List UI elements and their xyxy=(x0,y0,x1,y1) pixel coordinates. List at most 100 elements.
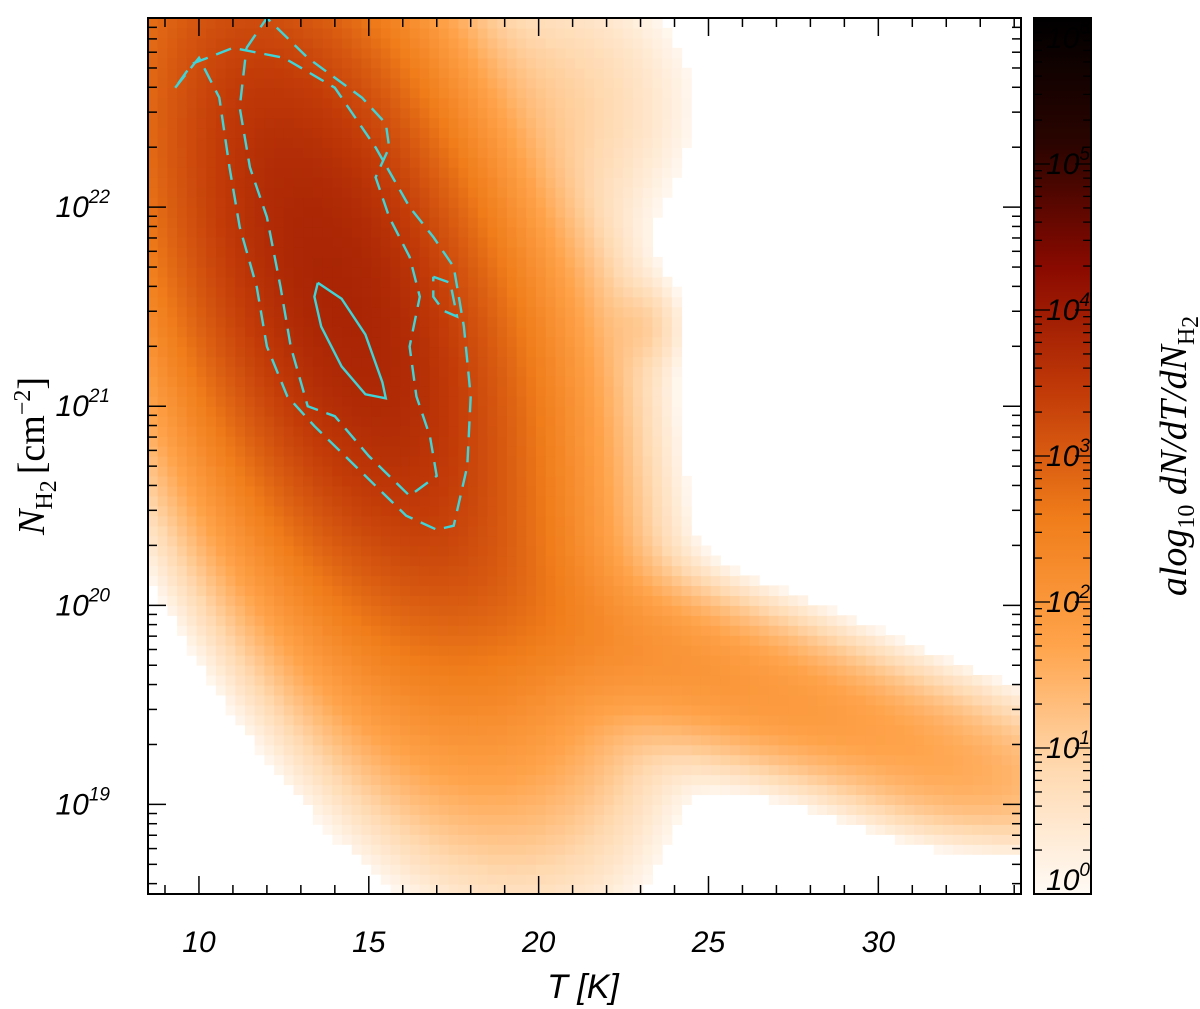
heatmap-cell xyxy=(400,177,411,188)
heatmap-cell xyxy=(487,77,498,89)
heatmap-cell xyxy=(235,525,246,537)
heatmap-cell xyxy=(371,724,382,736)
heatmap-cell xyxy=(351,67,362,79)
heatmap-cell xyxy=(419,525,430,537)
heatmap-cell xyxy=(516,814,527,825)
heatmap-cell xyxy=(652,197,663,208)
heatmap-cell xyxy=(584,615,595,626)
heatmap-cell xyxy=(720,595,731,606)
heatmap-cell xyxy=(691,694,702,706)
heatmap-cell xyxy=(642,834,653,845)
heatmap-cell xyxy=(186,306,198,318)
heatmap-cell xyxy=(477,714,489,726)
heatmap-cell xyxy=(186,535,198,547)
heatmap-cell xyxy=(439,157,450,168)
heatmap-cell xyxy=(439,336,450,348)
heatmap-cell xyxy=(710,655,721,666)
heatmap-cell xyxy=(768,675,780,686)
heatmap-cell xyxy=(390,505,401,517)
heatmap-cell xyxy=(371,346,382,358)
heatmap-cell xyxy=(235,197,246,208)
heatmap-cell xyxy=(157,416,168,427)
heatmap-cell xyxy=(671,326,683,338)
heatmap-cell xyxy=(700,595,712,606)
heatmap-cell xyxy=(342,137,353,148)
heatmap-cell xyxy=(506,256,518,268)
heatmap-cell xyxy=(400,207,411,218)
heatmap-cell xyxy=(322,326,333,338)
heatmap-cell xyxy=(865,794,877,805)
heatmap-cell xyxy=(254,505,265,517)
heatmap-cell xyxy=(710,694,721,706)
heatmap-cell xyxy=(574,306,586,318)
heatmap-cell xyxy=(157,585,168,596)
heatmap-cell xyxy=(332,276,343,288)
heatmap-cell xyxy=(409,794,421,805)
heatmap-cell xyxy=(215,615,227,626)
heatmap-cell xyxy=(274,137,285,148)
heatmap-cell xyxy=(177,47,188,59)
heatmap-cell xyxy=(245,296,256,308)
heatmap-cell xyxy=(545,754,556,766)
heatmap-cell xyxy=(322,744,333,756)
heatmap-cell xyxy=(788,714,799,726)
heatmap-cell xyxy=(623,465,634,477)
heatmap-cell xyxy=(671,77,683,89)
heatmap-cell xyxy=(526,764,537,776)
heatmap-cell xyxy=(245,147,256,158)
heatmap-cell xyxy=(613,276,624,288)
heatmap-cell xyxy=(458,525,469,537)
heatmap-cell xyxy=(574,326,586,338)
heatmap-cell xyxy=(574,854,586,865)
heatmap-cell xyxy=(380,187,392,198)
heatmap-cell xyxy=(264,535,275,547)
heatmap-cell xyxy=(400,675,411,686)
heatmap-cell xyxy=(215,326,227,338)
heatmap-cell xyxy=(254,57,265,69)
heatmap-cell xyxy=(652,704,663,716)
heatmap-cell xyxy=(245,724,256,736)
heatmap-cell xyxy=(671,286,683,298)
heatmap-cell xyxy=(177,495,188,507)
heatmap-cell xyxy=(157,525,168,537)
heatmap-cell xyxy=(623,436,634,447)
heatmap-cell xyxy=(788,784,799,796)
heatmap-cell xyxy=(623,675,634,686)
heatmap-cell xyxy=(497,376,508,387)
heatmap-cell xyxy=(332,217,343,228)
heatmap-cell xyxy=(264,545,275,557)
heatmap-cell xyxy=(264,217,275,228)
heatmap-cell xyxy=(245,27,256,39)
heatmap-cell xyxy=(526,237,537,248)
heatmap-cell xyxy=(497,266,508,278)
heatmap-cell xyxy=(613,77,624,89)
heatmap-cell xyxy=(613,117,624,129)
heatmap-cell xyxy=(400,804,411,815)
heatmap-cell xyxy=(245,346,256,358)
heatmap-cell xyxy=(409,356,421,367)
heatmap-cell xyxy=(196,237,207,248)
heatmap-cell xyxy=(633,426,644,437)
heatmap-cell xyxy=(594,535,605,547)
heatmap-cell xyxy=(700,744,712,756)
heatmap-cell xyxy=(565,804,576,815)
heatmap-cell xyxy=(322,237,333,248)
heatmap-cell xyxy=(545,764,556,776)
heatmap-cell xyxy=(584,296,595,308)
heatmap-cell xyxy=(409,436,421,447)
heatmap-cell xyxy=(332,197,343,208)
heatmap-cell xyxy=(720,625,731,636)
heatmap-cell xyxy=(623,266,634,278)
heatmap-cell xyxy=(206,246,217,258)
heatmap-cell xyxy=(662,575,673,586)
heatmap-cell xyxy=(419,884,430,894)
heatmap-cell xyxy=(594,346,605,358)
heatmap-cell xyxy=(836,704,847,716)
heatmap-cell xyxy=(778,794,789,805)
heatmap-cell xyxy=(303,714,314,726)
heatmap-cell xyxy=(312,217,324,228)
heatmap-cell xyxy=(342,107,353,119)
heatmap-cell xyxy=(603,207,615,218)
heatmap-cell xyxy=(526,645,537,656)
heatmap-cell xyxy=(342,306,353,318)
